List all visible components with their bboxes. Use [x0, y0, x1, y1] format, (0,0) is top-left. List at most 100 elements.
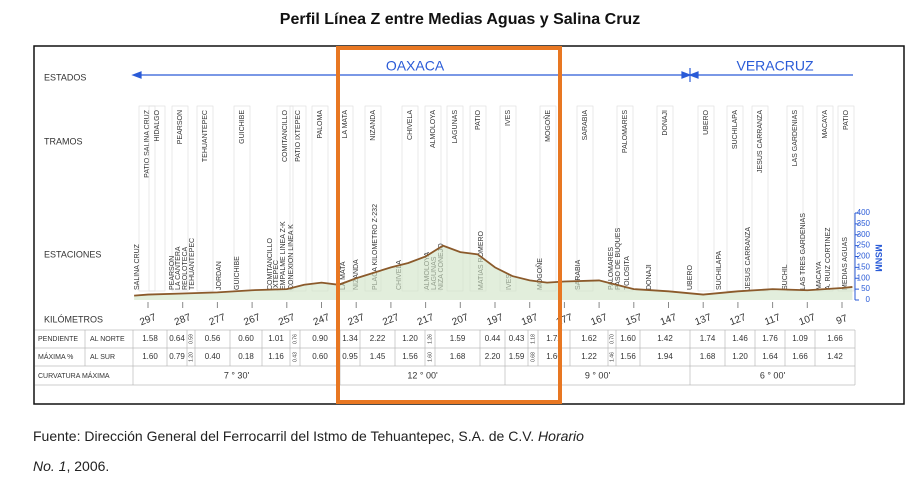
gradient-value: 2.20 [485, 352, 501, 361]
km-label: 137 [694, 312, 714, 328]
station-label: EMPALME LINEA Z-K [280, 221, 287, 290]
tramo-label: JESUS CARRANZA [757, 110, 764, 173]
tramo-label: PATIO SALINA CRUZ [144, 109, 151, 178]
gradient-value: 1.18 [530, 334, 536, 344]
source-italic: No. 1 [33, 458, 66, 474]
row-label: TRAMOS [44, 136, 83, 146]
km-label: 267 [242, 312, 262, 328]
gradient-value: 1.94 [657, 352, 673, 361]
gradient-value: 1.45 [370, 352, 386, 361]
station-label: JORDAN [216, 261, 223, 290]
curvature-value: 12 ° 00' [407, 370, 438, 380]
y-tick-label: 400 [857, 208, 871, 217]
tramo-label: PEARSON [177, 110, 184, 144]
state-arrows [131, 68, 853, 82]
tramo-box [148, 105, 166, 292]
gradient-value: 1.01 [268, 334, 284, 343]
gradient-value: 1.60 [620, 334, 636, 343]
gradient-value: 0.64 [169, 334, 185, 343]
gradient-value: 1.68 [450, 352, 466, 361]
state-label: OAXACA [386, 58, 445, 74]
km-label: 217 [416, 312, 436, 328]
gradient-value: 1.46 [732, 334, 748, 343]
tramo-label: SUCHILAPA [732, 110, 739, 149]
row-label: PENDIENTE [38, 336, 78, 343]
station-label: PASO DE BUQUES [615, 228, 622, 290]
curvature-value: 7 ° 30' [224, 370, 250, 380]
tramo-label: ALMOLOYA [430, 110, 437, 148]
gradient-value: 1.62 [581, 334, 597, 343]
tramo-label: MOGOÑE [543, 110, 552, 142]
row-label: AL NORTE [90, 336, 125, 343]
gradient-value: 1.20 [402, 334, 418, 343]
gradient-value: 1.60 [427, 352, 433, 362]
curvature-value: 6 ° 00' [760, 370, 786, 380]
km-label: 167 [589, 312, 609, 328]
gradient-value: 1.34 [342, 334, 358, 343]
gradient-value: 0.43 [292, 352, 298, 362]
tramo-label: COMITANCILLO [282, 109, 289, 162]
tramo-label: PATIO [843, 109, 850, 130]
km-label: 277 [208, 312, 228, 328]
km-label: 157 [624, 312, 644, 328]
km-label: 247 [312, 312, 332, 328]
station-label: PLACA KILOMETRO Z-232 [372, 204, 379, 290]
station-label: LAS TRES GARDENIAS [800, 213, 807, 290]
y-tick-label: 350 [857, 219, 871, 228]
km-label: 97 [835, 313, 850, 327]
km-label: 107 [798, 312, 818, 328]
km-label: 177 [555, 312, 575, 328]
gradient-value: 0.44 [485, 334, 501, 343]
source: Fuente: Dirección General del Ferrocarri… [33, 428, 584, 444]
km-label: 287 [173, 312, 193, 328]
profile-line [134, 244, 853, 297]
km-label: 117 [763, 312, 782, 328]
tramo-label: HIDALGO [154, 109, 161, 141]
tramo-label: IVES [505, 110, 512, 126]
tramo-label: LAS GARDENIAS [792, 110, 799, 167]
state-label: VERACRUZ [736, 58, 813, 74]
tramo-label: LA MATA [342, 110, 349, 139]
km-label: 257 [277, 312, 297, 328]
row-label: CURVATURA MÁXIMA [38, 371, 110, 380]
station-label: LA MATA [340, 261, 347, 290]
gradient-value: 1.66 [792, 352, 808, 361]
station-label: SALINA CRUZ [134, 243, 141, 290]
station-label: SUCHILAPA [716, 251, 723, 290]
tramo-label: PATIO IXTEPEC [295, 110, 302, 162]
station-label: PALOMARES [608, 247, 615, 290]
gradient-value: 1.56 [402, 352, 418, 361]
gradient-value: 0.68 [530, 352, 536, 362]
km-label: 227 [381, 312, 401, 328]
tramo-label: NIZANDA [370, 110, 377, 141]
highlight-box [336, 46, 562, 404]
tramo-box [697, 105, 715, 292]
source: No. 1, 2006. [33, 458, 109, 474]
station-label: SARABIA [575, 259, 582, 290]
gradient-value: 1.74 [700, 334, 716, 343]
station-label: TOLOSITA [624, 256, 631, 290]
tramo-label: SARABIA [582, 110, 589, 141]
gradient-value: 1.59 [509, 352, 525, 361]
title: Perfil Línea Z entre Medias Aguas y Sali… [280, 11, 640, 28]
station-label: MEDIAS AGUAS [842, 237, 849, 290]
km-label: 237 [347, 312, 367, 328]
gradient-value: 0.18 [238, 352, 254, 361]
tramo-label: PATIO [475, 109, 482, 130]
station-label: MOGOÑE [535, 258, 544, 290]
row-label: ESTADOS [44, 72, 86, 82]
tramo-label: CHIVELA [407, 110, 414, 140]
gradient-value: 0.76 [292, 334, 298, 344]
station-label: LA CANTERA [175, 246, 182, 290]
gradient-value: 0.70 [609, 334, 615, 344]
station-label: SUCHIL [782, 264, 789, 290]
station-label: UBERO [687, 265, 694, 290]
station-label: COMITANCILLO [267, 237, 274, 290]
tramo-label: MACAYA [822, 110, 829, 139]
station-label: GUICHIBE [234, 256, 241, 290]
station-label: A. RUIZ CORTINEZ [825, 227, 832, 290]
gradient-value: 1.68 [700, 352, 716, 361]
km-label: 207 [451, 312, 471, 328]
ground-fill [134, 245, 853, 300]
